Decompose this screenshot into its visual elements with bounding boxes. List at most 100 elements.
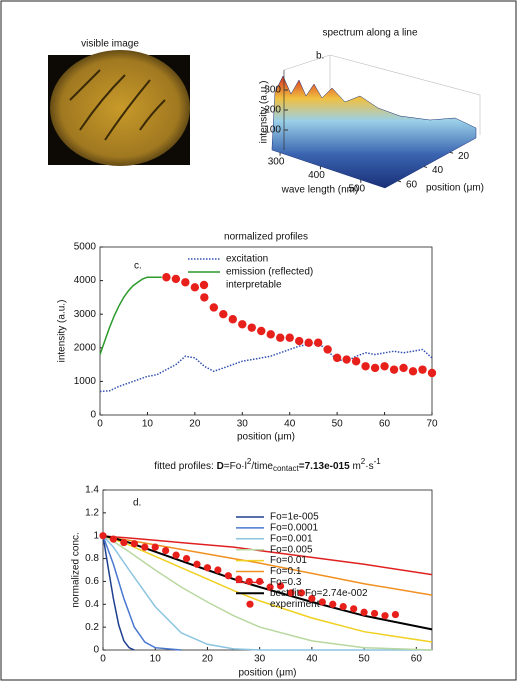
data-point [99,532,107,540]
data-point [224,572,232,580]
data-point [381,612,389,620]
y-tick-label: 0.8 [85,553,99,564]
data-point [427,368,437,378]
data-point [257,326,266,336]
y-tick-label: 1.4 [85,485,99,496]
data-point [297,589,306,597]
data-point [361,362,370,371]
data-point [285,333,294,342]
data-point [389,365,399,374]
data-point [266,583,274,591]
series-line [99,342,433,393]
data-point [203,564,212,572]
annotation: c. [134,261,142,272]
legend-label: Fo=0.01 [270,555,307,566]
title-part: m [350,461,361,472]
data-point [235,575,243,583]
legend-label: Fo=0.3 [270,577,302,588]
legend-label: Fo=0.1 [270,566,302,577]
data-point [228,315,237,324]
title-part: ·s [365,461,373,472]
y-tick-label: 60 [406,179,418,190]
legend-label: Fo=1e-005 [270,512,319,523]
title-part: 2 [361,457,366,466]
data-point [313,338,323,347]
annotation: b. [316,51,324,62]
x-tick-label: 500 [348,183,365,194]
x-axis-label: wave length (nm) [281,185,359,196]
data-point [332,353,342,363]
y-axis-label: intensity (a.u.) [57,300,68,363]
chart-title: fitted profiles: D=Fo·l2/timecontact=7.1… [154,457,381,473]
z-axis-label: intensity (a.u.) [259,81,270,144]
data-point [181,278,190,287]
x-tick-label: 30 [254,654,266,665]
z-tick-label: 200 [264,105,281,116]
x-tick-label: 70 [426,419,438,430]
data-point [329,600,337,608]
series-line [102,535,182,651]
series-line [102,535,433,651]
series-line [102,535,135,651]
data-point [323,345,332,354]
data-point [266,330,275,339]
data-point [295,336,304,346]
data-point [276,333,285,342]
series-line [99,276,162,355]
x-tick-label: 10 [142,419,154,430]
y-tick-label: 1000 [74,376,97,387]
x-tick-label: 0 [100,654,106,665]
x-tick-label: 60 [411,654,423,665]
data-point [256,577,264,586]
visible-image [50,50,190,166]
data-point [141,543,149,551]
y-tick-label: 0.4 [85,599,99,610]
x-axis-label: position (μm) [239,668,297,679]
x-tick-label: 400 [308,170,325,181]
y-axis-label: position (μm) [426,183,484,194]
z-tick-label: 300 [264,85,281,96]
plot-box [99,246,433,416]
annotation: d. [133,498,141,509]
data-point [162,546,170,555]
x-tick-label: 50 [332,419,344,430]
y-tick-label: 20 [458,151,470,162]
data-point [342,355,351,364]
data-point [120,538,128,547]
x-tick-label: 60 [379,419,391,430]
legend-label: emission (reflected) [226,267,313,278]
data-point [200,293,209,302]
y-tick-label: 1 [93,530,99,541]
z-tick-label: 100 [264,125,281,136]
chart-title: visible image [81,39,139,50]
x-axis-label: position (μm) [237,432,295,443]
y-tick [397,180,402,183]
title-part: /time [251,461,273,472]
title-part: fitted profiles: [154,461,216,472]
data-point [351,357,361,366]
data-point [304,338,313,347]
data-point [245,577,253,586]
data-point [370,363,380,373]
data-point [350,605,358,613]
data-point [219,310,228,319]
data-point [360,608,368,616]
legend-label: experiment [270,599,320,610]
y-tick [449,151,454,154]
data-point [172,551,180,559]
data-point [171,274,181,284]
chart-title: normalized profiles [224,232,308,243]
series-line [102,535,432,651]
data-point [151,543,159,551]
legend-marker [246,600,254,608]
y-tick-label: 0.6 [85,576,99,587]
y-tick-label: 0 [90,410,96,421]
data-point [418,365,427,374]
data-point [209,303,219,312]
data-point [399,363,408,373]
legend-label: Fo=0.001 [270,533,313,544]
title-part: =7.13e-015 [299,461,350,472]
y-tick-label: 5000 [74,242,97,253]
data-point [308,594,316,603]
